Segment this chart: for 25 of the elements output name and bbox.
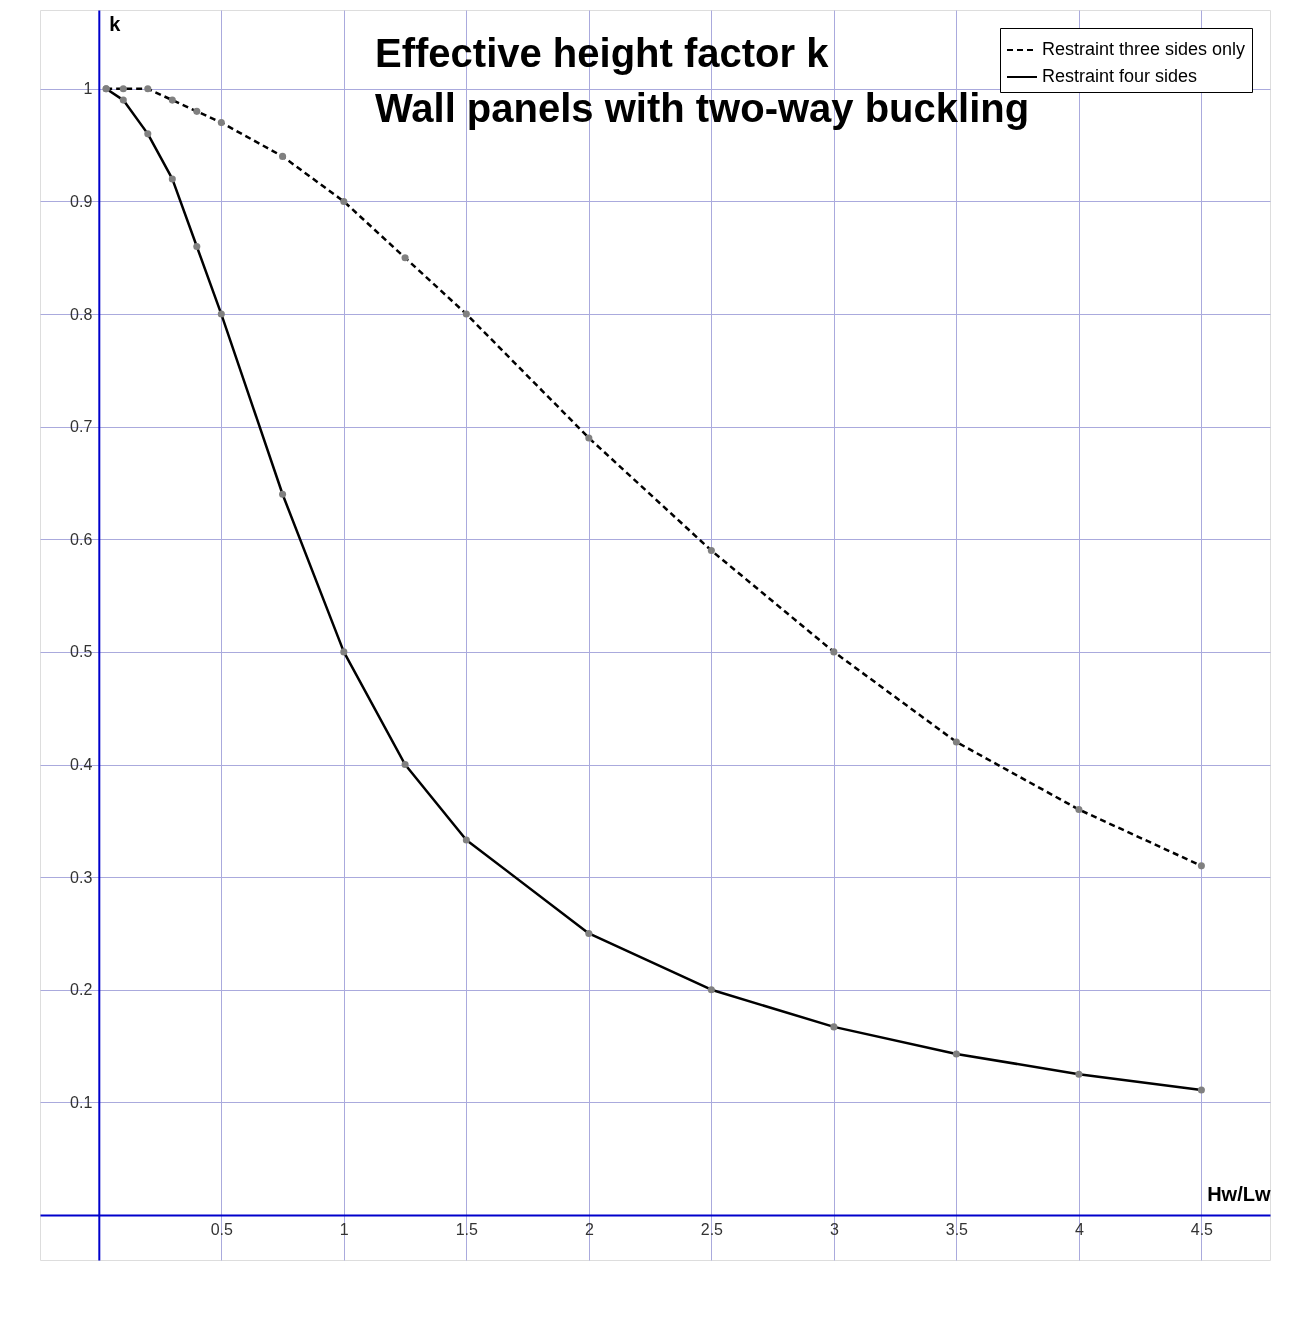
y-tick-label: 0.2 — [70, 981, 93, 999]
y-tick-label: 0.5 — [70, 643, 93, 661]
legend-label: Restraint three sides only — [1042, 39, 1246, 59]
y-tick-label: 1 — [83, 80, 93, 98]
y-axis-title: k — [109, 12, 122, 35]
text: Effective height factor k — [375, 31, 830, 75]
y-tick-label: 0.1 — [70, 1093, 93, 1111]
y-tick-label: 0.3 — [70, 868, 93, 886]
x-tick-label: 1.5 — [455, 1221, 479, 1239]
y-tick-label: 0.8 — [70, 305, 93, 323]
y-tick-label: 0.4 — [70, 756, 93, 773]
x-tick-label: 4 — [1074, 1221, 1084, 1239]
x-tick-label: 2 — [584, 1221, 594, 1239]
x-tick-label: 4.5 — [1190, 1221, 1214, 1239]
x-axis-title: Hw/Lw — [1207, 1183, 1271, 1206]
x-tick-label: 3 — [829, 1221, 839, 1239]
x-tick-label: 3.5 — [945, 1221, 969, 1239]
x-tick-label: 0.5 — [210, 1221, 234, 1239]
x-tick-label: 2.5 — [700, 1221, 724, 1239]
text: Wall panels with two-way buckling — [375, 86, 1030, 130]
legend-label: Restraint four sides — [1042, 66, 1198, 86]
y-tick-label: 0.9 — [70, 192, 93, 210]
y-tick-label: 0.6 — [70, 530, 93, 548]
x-tick-label: 1 — [339, 1221, 349, 1239]
y-tick-label: 0.7 — [70, 418, 93, 436]
